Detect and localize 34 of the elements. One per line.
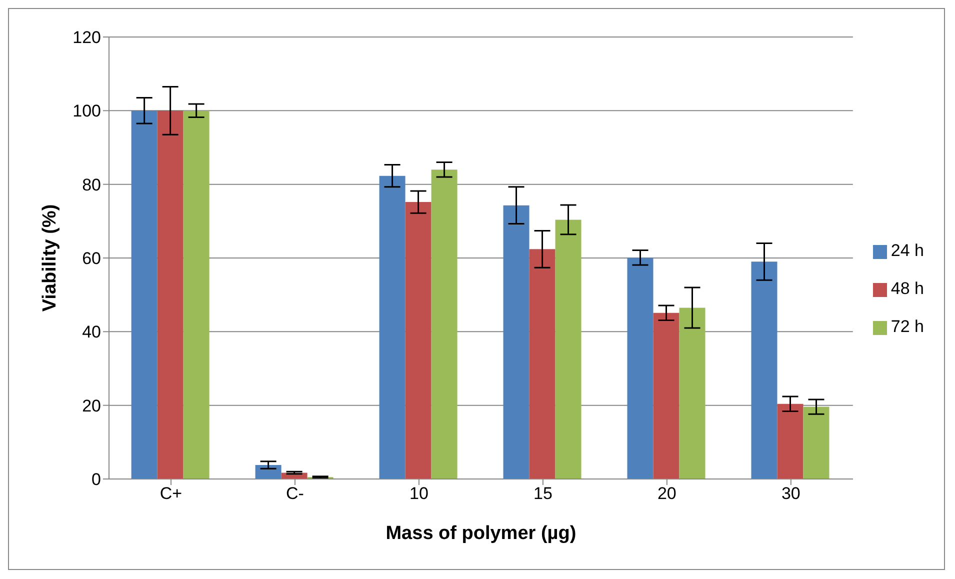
bar bbox=[751, 262, 778, 479]
legend-label: 24 h bbox=[890, 241, 924, 260]
y-tick-label: 100 bbox=[72, 102, 101, 121]
x-tick-label: C+ bbox=[160, 484, 182, 504]
y-tick-label: 120 bbox=[72, 28, 101, 48]
x-tick-label: 30 bbox=[781, 484, 800, 504]
bar bbox=[157, 110, 184, 479]
y-axis-title: Viability (%) bbox=[40, 204, 61, 312]
y-tick-label: 0 bbox=[92, 470, 101, 490]
bar bbox=[131, 110, 158, 479]
bar bbox=[627, 258, 654, 479]
x-tick-label: 10 bbox=[410, 484, 428, 504]
legend-label: 72 h bbox=[890, 317, 924, 336]
bar bbox=[777, 404, 804, 479]
bar bbox=[379, 176, 406, 479]
bar bbox=[679, 308, 706, 479]
x-tick-label: 15 bbox=[533, 484, 552, 504]
x-tick-label: C- bbox=[286, 484, 304, 504]
y-tick-label: 60 bbox=[82, 249, 101, 268]
bar bbox=[529, 249, 556, 479]
bar bbox=[803, 406, 830, 479]
legend-label: 48 h bbox=[890, 279, 924, 298]
bar bbox=[503, 205, 530, 479]
bar bbox=[653, 312, 680, 479]
bar bbox=[555, 220, 582, 479]
bar bbox=[431, 170, 458, 479]
x-axis-title: Mass of polymer (µg) bbox=[386, 523, 576, 544]
bar bbox=[405, 202, 432, 479]
bar bbox=[183, 110, 210, 479]
bar bbox=[255, 465, 282, 479]
y-tick-label: 20 bbox=[82, 396, 101, 416]
x-tick-label: 20 bbox=[657, 484, 676, 504]
y-tick-label: 80 bbox=[82, 175, 101, 194]
y-tick-label: 40 bbox=[82, 322, 101, 342]
